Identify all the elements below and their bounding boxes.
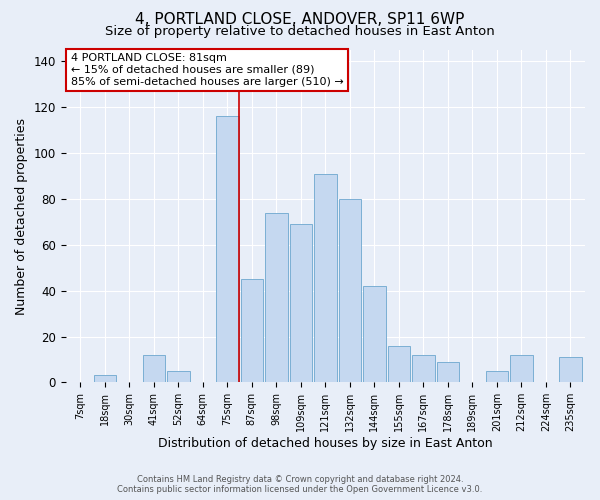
Bar — [241, 279, 263, 382]
Bar — [437, 362, 459, 382]
Bar — [363, 286, 386, 382]
Bar — [314, 174, 337, 382]
Bar — [216, 116, 239, 382]
X-axis label: Distribution of detached houses by size in East Anton: Distribution of detached houses by size … — [158, 437, 493, 450]
Text: 4, PORTLAND CLOSE, ANDOVER, SP11 6WP: 4, PORTLAND CLOSE, ANDOVER, SP11 6WP — [136, 12, 464, 28]
Bar — [94, 376, 116, 382]
Bar — [167, 371, 190, 382]
Bar — [388, 346, 410, 383]
Bar — [338, 199, 361, 382]
Text: Size of property relative to detached houses in East Anton: Size of property relative to detached ho… — [105, 25, 495, 38]
Bar — [559, 357, 581, 382]
Bar — [485, 371, 508, 382]
Text: Contains HM Land Registry data © Crown copyright and database right 2024.
Contai: Contains HM Land Registry data © Crown c… — [118, 474, 482, 494]
Bar — [265, 212, 287, 382]
Text: 4 PORTLAND CLOSE: 81sqm
← 15% of detached houses are smaller (89)
85% of semi-de: 4 PORTLAND CLOSE: 81sqm ← 15% of detache… — [71, 54, 344, 86]
Y-axis label: Number of detached properties: Number of detached properties — [15, 118, 28, 314]
Bar — [412, 355, 434, 382]
Bar — [510, 355, 533, 382]
Bar — [143, 355, 165, 382]
Bar — [290, 224, 312, 382]
